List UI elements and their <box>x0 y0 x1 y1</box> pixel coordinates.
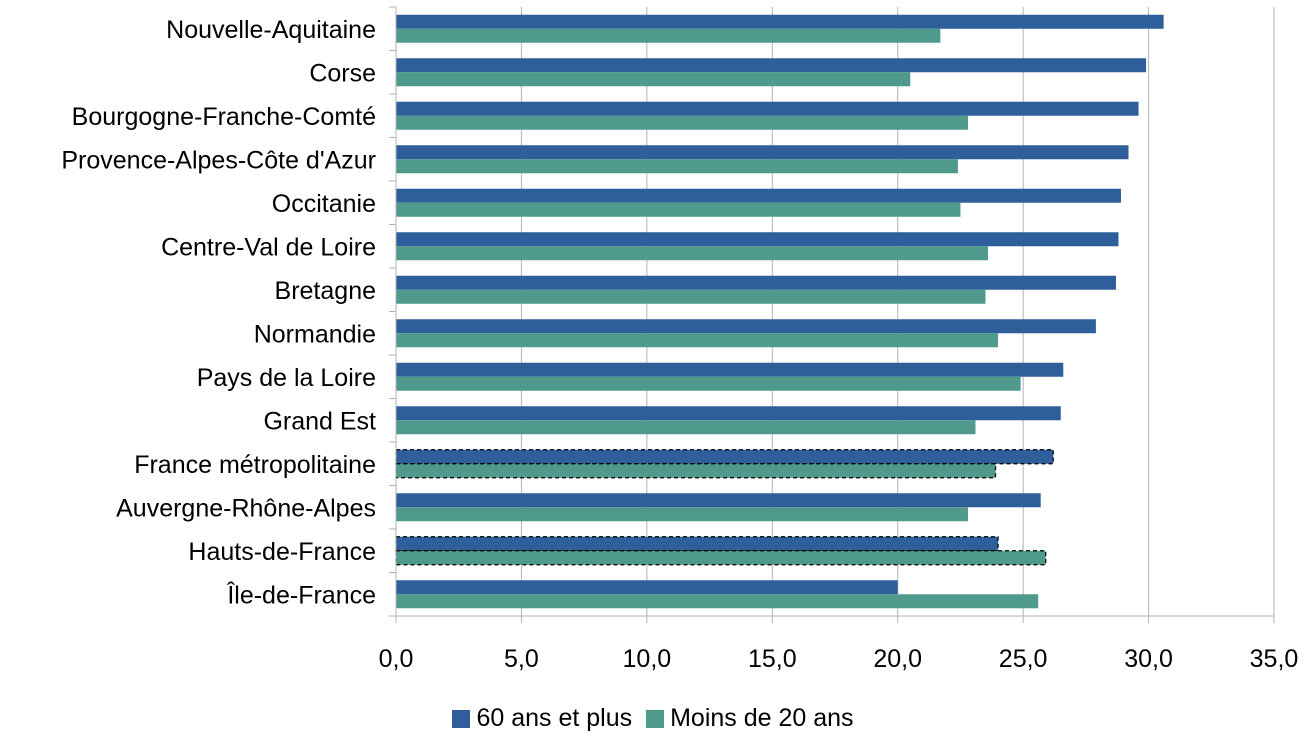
category-label-2: Bourgogne-Franche-Comté <box>72 103 376 131</box>
bar-series-60-plus-7 <box>396 319 1096 334</box>
bar-series-under-20-6 <box>396 289 986 304</box>
bar-series-60-plus-1 <box>396 58 1147 73</box>
bar-series-under-20-13 <box>396 594 1039 609</box>
bar-series-under-20-1 <box>396 72 911 87</box>
bar-series-under-20-10 <box>395 463 997 479</box>
category-label-1: Corse <box>309 59 376 87</box>
bar-series-60-plus-8 <box>396 362 1064 377</box>
bar-series-60-plus-0 <box>396 14 1164 29</box>
bar-series-under-20-2 <box>396 115 968 130</box>
category-label-12: Hauts-de-France <box>188 538 376 566</box>
bar-series-60-plus-6 <box>396 275 1116 290</box>
bar-series-under-20-3 <box>396 159 958 174</box>
x-tick-label-3: 15,0 <box>748 645 797 673</box>
bar-series-under-20-11 <box>396 507 968 522</box>
bar-series-60-plus-13 <box>396 580 898 595</box>
bar-series-60-plus-4 <box>396 188 1121 203</box>
bar-series-60-plus-2 <box>396 101 1139 116</box>
x-tick-label-6: 30,0 <box>1124 645 1173 673</box>
bar-series-under-20-4 <box>396 202 961 217</box>
bar-series-60-plus-10 <box>395 449 1054 465</box>
bar-series-under-20-7 <box>396 333 999 348</box>
x-tick-label-1: 5,0 <box>504 645 539 673</box>
category-label-7: Normandie <box>254 320 376 348</box>
bar-chart: Nouvelle-Aquitaine Corse Bourgogne-Franche… <box>61 6 1299 673</box>
x-tick-label-7: 35,0 <box>1250 645 1299 673</box>
legend-item-series-0: 60 ans et plus <box>452 704 632 733</box>
bar-series-60-plus-12 <box>395 536 999 552</box>
legend-swatch-series-1 <box>646 709 665 728</box>
bar-series-60-plus-11 <box>396 493 1041 508</box>
bar-series-60-plus-3 <box>396 145 1129 160</box>
bar-series-under-20-0 <box>396 28 941 43</box>
legend-label-series-1: Moins de 20 ans <box>670 704 854 732</box>
legend-item-series-1: Moins de 20 ans <box>646 704 854 733</box>
legend: 60 ans et plus Moins de 20 ans <box>0 704 1306 733</box>
category-label-11: Auvergne-Rhône-Alpes <box>116 494 376 522</box>
legend-label-series-0: 60 ans et plus <box>476 704 633 732</box>
x-tick-label-2: 10,0 <box>623 645 672 673</box>
bar-series-under-20-5 <box>396 246 989 261</box>
bar-series-under-20-12 <box>395 550 1047 566</box>
x-tick-label-5: 25,0 <box>999 645 1048 673</box>
category-label-10: France métropolitaine <box>134 451 376 479</box>
category-label-5: Centre-Val de Loire <box>161 233 376 261</box>
category-label-13: Île-de-France <box>226 580 376 609</box>
x-tick-label-0: 0,0 <box>379 645 414 673</box>
bar-series-60-plus-9 <box>396 406 1061 421</box>
x-tick-label-4: 20,0 <box>873 645 922 673</box>
category-label-0: Nouvelle-Aquitaine <box>166 16 376 44</box>
bar-series-under-20-9 <box>396 420 976 435</box>
bar-series-60-plus-5 <box>396 232 1119 247</box>
category-label-3: Provence-Alpes-Côte d'Azur <box>61 146 376 174</box>
category-label-4: Occitanie <box>272 190 376 218</box>
category-label-6: Bretagne <box>275 277 376 305</box>
category-label-8: Pays de la Loire <box>197 364 376 392</box>
legend-swatch-series-0 <box>452 709 471 728</box>
category-label-9: Grand Est <box>263 407 376 435</box>
bar-series-under-20-8 <box>396 376 1021 391</box>
